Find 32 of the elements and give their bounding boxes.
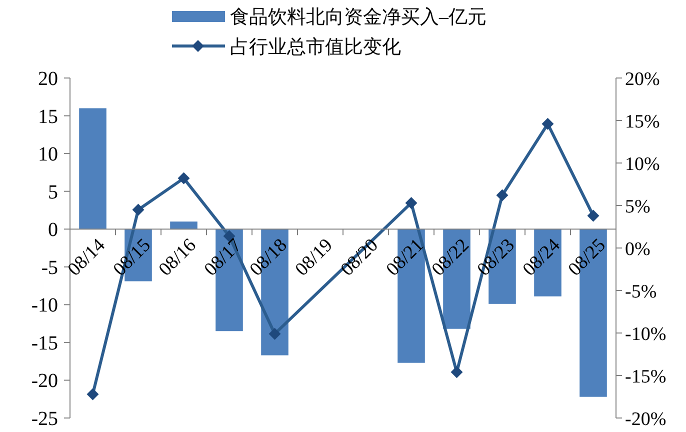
y-tick-label: 10 [38, 144, 58, 166]
legend-label: 占行业总市值比变化 [230, 36, 401, 58]
point [450, 366, 463, 378]
y-tick-label: 15 [38, 106, 58, 128]
point [587, 210, 600, 222]
y2-tick-label: 5% [625, 196, 650, 218]
point [542, 118, 554, 130]
y-tick-label: -10 [31, 294, 58, 317]
y2-tick-label: -5% [625, 282, 657, 302]
y-tick-label: -15 [31, 332, 58, 354]
legend-label: 食品饮料北向资金净买入–亿元 [230, 7, 486, 28]
y-tick-label: -25 [31, 408, 58, 430]
point [178, 172, 190, 184]
y-tick-label: 0 [48, 219, 58, 242]
bar [170, 222, 198, 230]
bar [79, 108, 106, 230]
y2-tick-label: -10% [625, 324, 666, 345]
y2-tick-label: 15% [625, 112, 660, 132]
point [268, 328, 281, 340]
point [132, 204, 144, 216]
point [405, 196, 418, 209]
y-tick-label: -5 [41, 256, 58, 279]
y-tick-label: -20 [31, 370, 58, 392]
y2-tick-label: 0% [625, 239, 650, 260]
y2-tick-label: -20% [625, 409, 666, 430]
point [86, 388, 99, 400]
y-tick-label: 20 [38, 68, 58, 90]
y-tick-label: 5 [48, 181, 58, 204]
point [496, 189, 508, 202]
y2-tick-label: 20% [625, 69, 660, 90]
y2-tick-label: -15% [625, 366, 666, 388]
y2-tick-label: 10% [625, 154, 660, 175]
